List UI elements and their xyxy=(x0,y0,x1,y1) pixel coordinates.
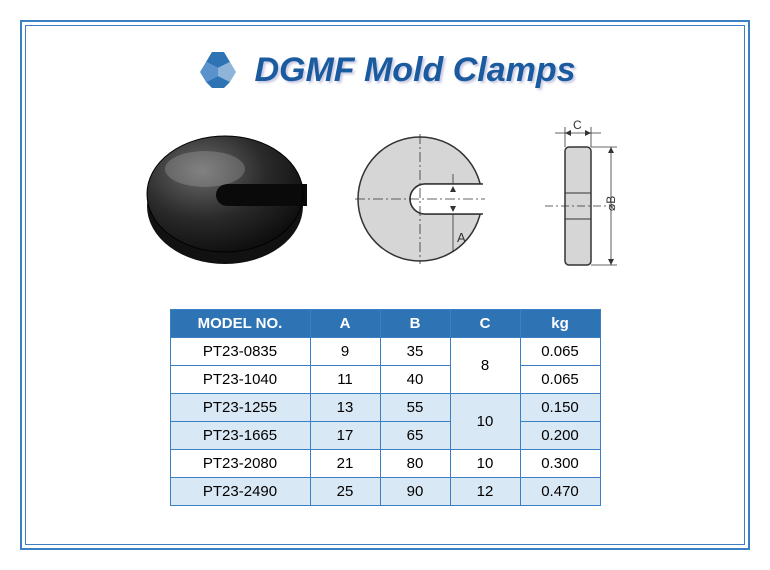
technical-drawing-front: A xyxy=(345,124,495,274)
col-header-kg: kg xyxy=(520,310,600,338)
cell-c: 8 xyxy=(450,338,520,394)
cell-b: 40 xyxy=(380,366,450,394)
cell-a: 21 xyxy=(310,450,380,478)
cell-model: PT23-1255 xyxy=(170,394,310,422)
table-row: PT23-10401140 0.065 xyxy=(170,366,600,394)
col-header-a: A xyxy=(310,310,380,338)
table-row: PT23-12551355100.150 xyxy=(170,394,600,422)
cell-b: 65 xyxy=(380,422,450,450)
cell-kg: 0.065 xyxy=(520,338,600,366)
table-row: PT23-20802180100.300 xyxy=(170,450,600,478)
cell-model: PT23-0835 xyxy=(170,338,310,366)
cell-b: 80 xyxy=(380,450,450,478)
brand-title: DGMF Mold Clamps xyxy=(254,51,575,90)
col-header-b: B xyxy=(380,310,450,338)
cell-b: 90 xyxy=(380,478,450,506)
diagram-row: A C xyxy=(66,109,704,289)
cell-kg: 0.150 xyxy=(520,394,600,422)
cell-c: 10 xyxy=(450,450,520,478)
cell-model: PT23-1665 xyxy=(170,422,310,450)
cell-kg: 0.065 xyxy=(520,366,600,394)
cell-model: PT23-1040 xyxy=(170,366,310,394)
cell-kg: 0.470 xyxy=(520,478,600,506)
cell-a: 25 xyxy=(310,478,380,506)
cell-c: 10 xyxy=(450,394,520,450)
cell-b: 55 xyxy=(380,394,450,422)
dim-label-a: A xyxy=(457,230,466,245)
specifications-table: MODEL NO. A B C kg PT23-083593580.065PT2… xyxy=(170,309,601,506)
cell-kg: 0.200 xyxy=(520,422,600,450)
cell-a: 11 xyxy=(310,366,380,394)
cell-model: PT23-2490 xyxy=(170,478,310,506)
dim-label-c: C xyxy=(573,119,582,132)
cell-c: 12 xyxy=(450,478,520,506)
cell-a: 17 xyxy=(310,422,380,450)
cell-model: PT23-2080 xyxy=(170,450,310,478)
product-photo xyxy=(135,124,315,274)
dim-label-b: ⌀B xyxy=(604,196,618,211)
cell-kg: 0.300 xyxy=(520,450,600,478)
table-header-row: MODEL NO. A B C kg xyxy=(170,310,600,338)
col-header-model: MODEL NO. xyxy=(170,310,310,338)
inner-frame: DGMF Mold Clamps xyxy=(25,25,745,545)
cell-b: 35 xyxy=(380,338,450,366)
col-header-c: C xyxy=(450,310,520,338)
cell-a: 9 xyxy=(310,338,380,366)
table-row: PT23-083593580.065 xyxy=(170,338,600,366)
cell-a: 13 xyxy=(310,394,380,422)
outer-frame: DGMF Mold Clamps xyxy=(20,20,750,550)
brand-header: DGMF Mold Clamps xyxy=(66,46,704,94)
technical-drawing-side: C ⌀B xyxy=(525,119,635,279)
hexagon-logo-icon xyxy=(194,46,242,94)
table-row: PT23-16651765 0.200 xyxy=(170,422,600,450)
table-row: PT23-24902590120.470 xyxy=(170,478,600,506)
